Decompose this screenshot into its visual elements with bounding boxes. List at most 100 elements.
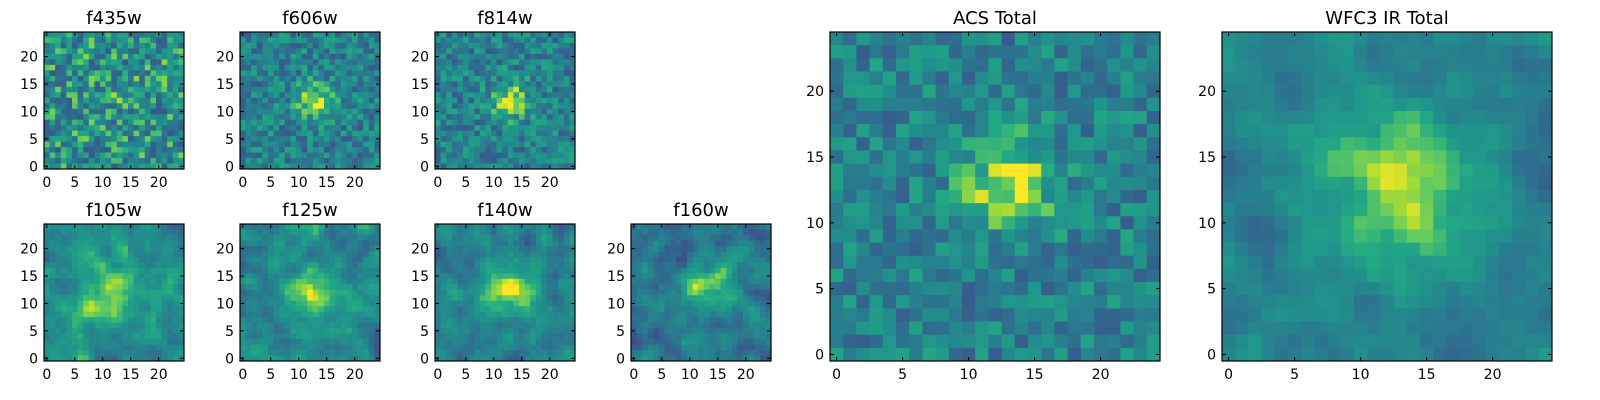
heatmap-cell xyxy=(268,103,274,110)
heatmap-cell xyxy=(290,251,297,258)
heatmap-cell xyxy=(256,317,263,324)
heatmap-cell xyxy=(245,289,252,296)
heatmap-cell xyxy=(474,322,481,329)
heatmap-cell xyxy=(83,311,90,318)
heatmap-cell xyxy=(363,224,370,230)
heatmap-cell xyxy=(882,203,897,217)
heatmap-cell xyxy=(737,328,744,334)
heatmap-cell xyxy=(284,355,291,362)
heatmap-cell xyxy=(468,306,475,313)
heatmap-cell xyxy=(513,278,520,285)
x-tick-label: 10 xyxy=(681,367,699,383)
heatmap-cell xyxy=(530,339,537,345)
heatmap-cell xyxy=(457,278,464,285)
heatmap-cell xyxy=(72,130,78,137)
heatmap-cell xyxy=(535,130,542,137)
heatmap-cell xyxy=(948,176,963,191)
heatmap-cell xyxy=(167,136,174,142)
heatmap-cell xyxy=(659,306,665,313)
heatmap-cell xyxy=(77,306,84,313)
heatmap-cell xyxy=(178,306,185,313)
heatmap-cell xyxy=(435,295,441,302)
heatmap-cell xyxy=(457,59,464,66)
heatmap-cell xyxy=(49,344,56,351)
heatmap-cell xyxy=(256,295,263,302)
heatmap-cell xyxy=(290,42,297,49)
heatmap-cell xyxy=(435,289,441,296)
heatmap-cell xyxy=(167,141,174,148)
heatmap-cell xyxy=(1146,189,1161,204)
heatmap-cell xyxy=(150,59,157,66)
heatmap-cell xyxy=(273,224,280,230)
heatmap-cell xyxy=(636,251,643,258)
heatmap-cell xyxy=(368,32,375,38)
heatmap-cell xyxy=(161,53,168,60)
heatmap-cell xyxy=(563,97,570,104)
heatmap-cell xyxy=(262,251,269,258)
heatmap-cell xyxy=(922,176,936,191)
heatmap-cell xyxy=(530,103,537,110)
heatmap-cell xyxy=(535,158,542,164)
heatmap-cell xyxy=(502,339,509,345)
heatmap-cell xyxy=(535,86,542,93)
heatmap-cell xyxy=(547,306,553,313)
heatmap-cell xyxy=(1094,189,1108,204)
heatmap-cell xyxy=(273,251,280,258)
heatmap-cell xyxy=(463,64,469,71)
heatmap-cell xyxy=(307,267,314,274)
heatmap-cell xyxy=(346,53,353,60)
heatmap-cell xyxy=(440,152,447,159)
heatmap-cell xyxy=(541,103,548,110)
heatmap-cell xyxy=(541,267,548,274)
heatmap-cell xyxy=(105,158,112,164)
heatmap-cell xyxy=(703,240,710,247)
heatmap-cell xyxy=(77,295,84,302)
heatmap-cell xyxy=(631,229,637,236)
heatmap-cell xyxy=(547,333,553,340)
heatmap-cell xyxy=(324,295,330,302)
heatmap-cell xyxy=(435,103,441,110)
heatmap-cell xyxy=(150,240,157,247)
heatmap-cell xyxy=(178,103,185,110)
heatmap-cell xyxy=(435,48,441,55)
heatmap-cell xyxy=(346,70,353,77)
heatmap-cell xyxy=(374,119,381,126)
heatmap-cell xyxy=(116,141,123,148)
heatmap-cell xyxy=(88,141,95,148)
heatmap-cell xyxy=(659,234,665,241)
heatmap-cell xyxy=(240,125,246,132)
heatmap-cell xyxy=(743,306,749,313)
heatmap-cell xyxy=(284,75,291,82)
heatmap-cell xyxy=(535,306,542,313)
heatmap-cell xyxy=(357,103,364,110)
heatmap-cell xyxy=(357,317,364,324)
heatmap-cell xyxy=(49,92,56,99)
heatmap-cell xyxy=(368,75,375,82)
heatmap-cell xyxy=(66,70,73,77)
heatmap-cell xyxy=(720,295,727,302)
heatmap-cell xyxy=(698,262,705,269)
heatmap-cell xyxy=(569,119,576,126)
heatmap-cell xyxy=(563,224,570,230)
heatmap-cell xyxy=(647,300,654,307)
heatmap-cell xyxy=(245,114,252,121)
heatmap-cell xyxy=(128,114,134,121)
heatmap-cell xyxy=(307,224,314,230)
heatmap-cell xyxy=(856,189,870,204)
heatmap-cell xyxy=(44,103,50,110)
heatmap-cell xyxy=(563,64,570,71)
heatmap-cell xyxy=(156,92,162,99)
heatmap-cell xyxy=(72,256,78,263)
heatmap-cell xyxy=(49,289,56,296)
heatmap-cell xyxy=(268,158,274,164)
heatmap-cell xyxy=(715,350,721,356)
heatmap-cell xyxy=(530,75,537,82)
heatmap-cell xyxy=(245,86,252,93)
heatmap-cell xyxy=(77,300,84,307)
heatmap-cell xyxy=(335,295,342,302)
heatmap-cell xyxy=(507,48,514,55)
heatmap-cell xyxy=(346,130,353,137)
heatmap-cell xyxy=(352,97,358,104)
x-tick-label: 10 xyxy=(94,367,112,383)
